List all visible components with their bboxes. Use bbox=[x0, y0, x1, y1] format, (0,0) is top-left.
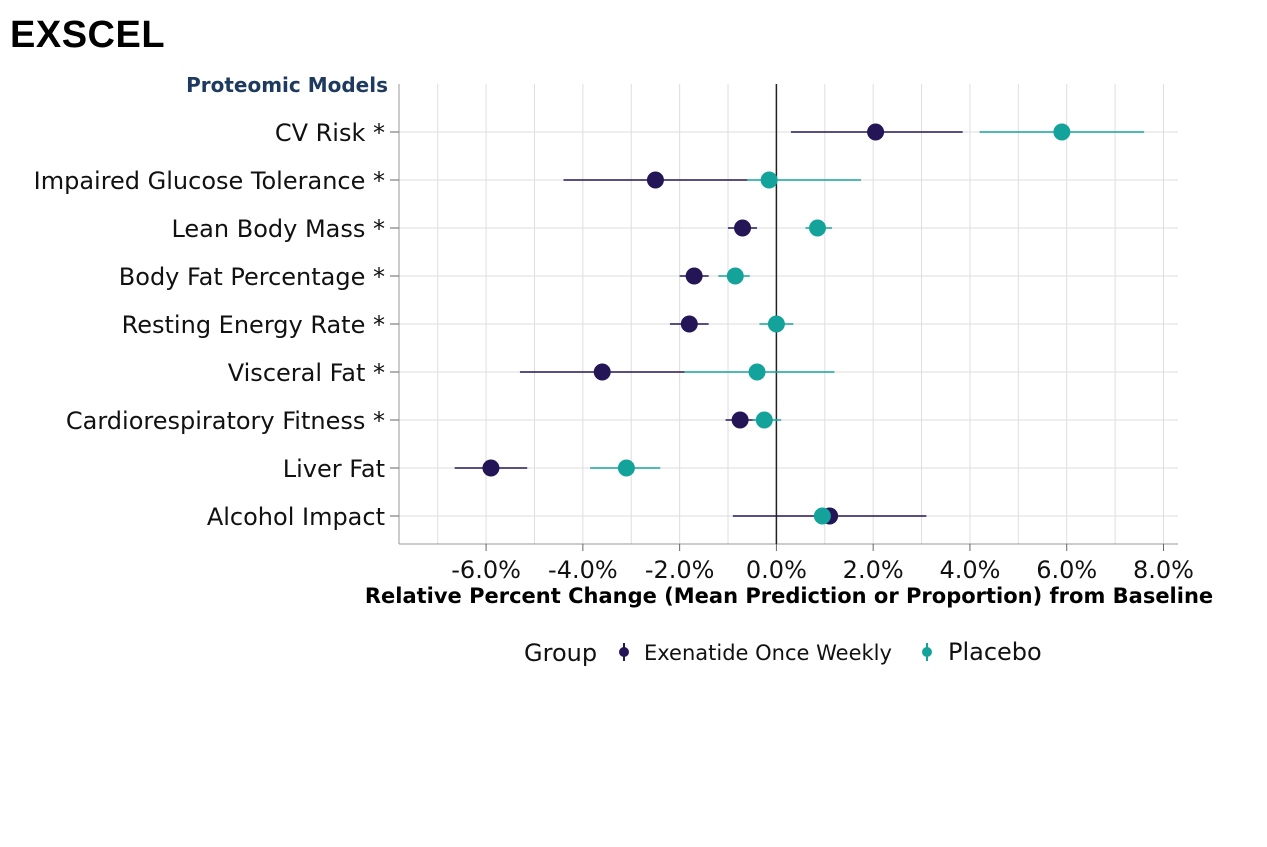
category-label: Lean Body Mass * bbox=[171, 215, 385, 243]
data-point bbox=[680, 315, 698, 333]
x-tick-label: -6.0% bbox=[451, 556, 521, 584]
category-label: Resting Energy Rate * bbox=[122, 311, 385, 339]
data-point bbox=[646, 171, 664, 189]
legend-item: Placebo bbox=[922, 638, 1042, 666]
legend-items: Exenatide Once Weekly Placebo bbox=[619, 638, 1042, 666]
data-point bbox=[685, 267, 703, 285]
data-series bbox=[454, 123, 1145, 525]
category-label: Impaired Glucose Tolerance * bbox=[34, 167, 385, 195]
axes: CV Risk * Impaired Glucose Tolerance * Lea… bbox=[34, 84, 1194, 584]
category-label: CV Risk * bbox=[275, 119, 385, 147]
x-tick-label: -4.0% bbox=[548, 556, 618, 584]
category-label: Visceral Fat * bbox=[228, 359, 385, 387]
category-label: Body Fat Percentage * bbox=[119, 263, 385, 291]
legend-title: Group bbox=[524, 639, 597, 667]
x-tick-label: 6.0% bbox=[1036, 556, 1097, 584]
x-tick-label: 8.0% bbox=[1133, 556, 1194, 584]
x-tick-label: 0.0% bbox=[746, 556, 807, 584]
data-point bbox=[726, 267, 744, 285]
legend-marker-dot bbox=[619, 647, 629, 657]
data-point bbox=[748, 363, 766, 381]
legend-marker-dot bbox=[922, 647, 932, 657]
grid-lines bbox=[399, 84, 1178, 544]
data-point bbox=[482, 459, 500, 477]
data-point bbox=[867, 123, 885, 141]
legend-item: Exenatide Once Weekly bbox=[619, 641, 892, 665]
category-label: Alcohol Impact bbox=[207, 503, 385, 531]
legend-label: Exenatide Once Weekly bbox=[644, 641, 892, 665]
data-point bbox=[734, 219, 752, 237]
data-point bbox=[731, 411, 749, 429]
series-placebo bbox=[590, 123, 1145, 525]
x-tick-label: 4.0% bbox=[939, 556, 1000, 584]
category-label: Cardiorespiratory Fitness * bbox=[66, 407, 385, 435]
section-label: Proteomic Models bbox=[186, 73, 388, 97]
x-tick-label: -2.0% bbox=[645, 556, 715, 584]
x-axis-title: Relative Percent Change (Mean Prediction… bbox=[365, 584, 1213, 608]
category-label: Liver Fat bbox=[283, 455, 385, 483]
page-title: EXSCEL bbox=[10, 14, 166, 56]
data-point bbox=[593, 363, 611, 381]
legend: Group Exenatide Once Weekly Placebo bbox=[524, 638, 1042, 667]
data-point bbox=[760, 171, 778, 189]
data-point bbox=[809, 219, 827, 237]
data-point bbox=[617, 459, 635, 477]
series-exenatide bbox=[454, 123, 963, 525]
legend-label: Placebo bbox=[948, 638, 1042, 666]
data-point bbox=[755, 411, 773, 429]
data-point bbox=[813, 507, 831, 525]
data-point bbox=[767, 315, 785, 333]
x-tick-label: 2.0% bbox=[843, 556, 904, 584]
data-point bbox=[1053, 123, 1071, 141]
